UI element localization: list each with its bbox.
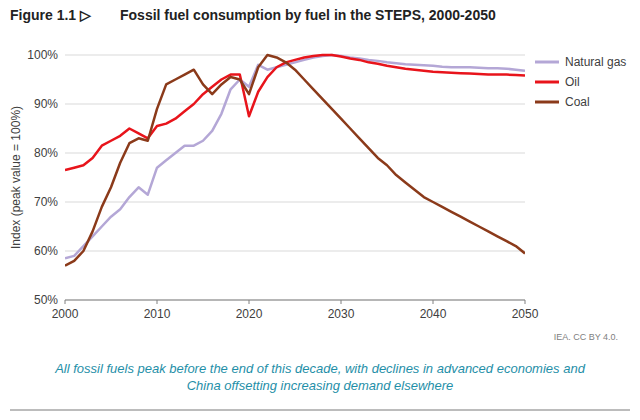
- x-tick: [249, 300, 250, 304]
- grid-line: [65, 104, 525, 105]
- grid-line: [65, 202, 525, 203]
- plot-area: [65, 55, 525, 266]
- legend-swatch: [535, 61, 559, 64]
- y-tick-label: 80%: [34, 146, 58, 160]
- legend-label: Oil: [565, 75, 580, 89]
- x-axis: [65, 300, 525, 301]
- y-tick-label: 90%: [34, 97, 58, 111]
- rule: [10, 409, 630, 411]
- x-tick: [525, 300, 526, 304]
- legend-swatch: [535, 81, 559, 84]
- x-tick: [65, 300, 66, 304]
- y-tick-label: 70%: [34, 195, 58, 209]
- title: Fossil fuel consumption by fuel in the S…: [120, 7, 496, 23]
- grid-line: [65, 153, 525, 154]
- grid-line: [65, 300, 525, 301]
- y-tick-label: 60%: [34, 244, 58, 258]
- legend-swatch: [535, 101, 559, 104]
- grid-line: [65, 55, 525, 56]
- chart: Figure 1.1 ▷ Fossil fuel consumption by f…: [0, 0, 640, 420]
- x-tick: [341, 300, 342, 304]
- x-tick: [157, 300, 158, 304]
- y-tick-label: 50%: [34, 293, 58, 307]
- legend-label: Natural gas: [565, 55, 626, 69]
- caption: All fossil fuels peak before the end of …: [40, 360, 600, 394]
- x-tick: [433, 300, 434, 304]
- series-line: [65, 55, 525, 258]
- x-tick-label: 2000: [52, 307, 79, 321]
- x-tick-label: 2010: [144, 307, 171, 321]
- x-tick-label: 2040: [420, 307, 447, 321]
- source: IEA. CC BY 4.0.: [554, 332, 618, 342]
- grid-line: [65, 251, 525, 252]
- figure-label: Figure 1.1 ▷: [10, 7, 92, 23]
- y-tick-label: 100%: [27, 48, 58, 62]
- y-axis-label: Index (peak value = 100%): [9, 106, 23, 249]
- x-tick-label: 2020: [236, 307, 263, 321]
- legend-label: Coal: [565, 95, 590, 109]
- x-tick-label: 2050: [512, 307, 539, 321]
- series-line: [65, 55, 525, 266]
- series-line: [65, 55, 525, 170]
- x-tick-label: 2030: [328, 307, 355, 321]
